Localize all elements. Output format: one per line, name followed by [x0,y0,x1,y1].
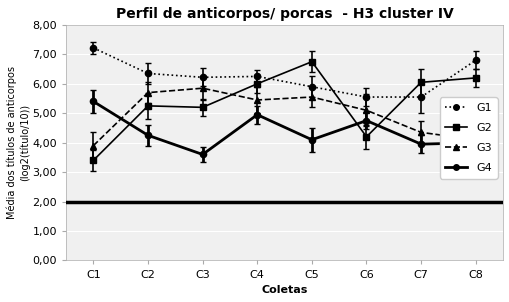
Y-axis label: Média dos títulos de anticorpos
(log2(título/10)): Média dos títulos de anticorpos (log2(tí… [7,66,30,219]
Legend: G1, G2, G3, G4: G1, G2, G3, G4 [439,98,496,178]
Title: Perfil de anticorpos/ porcas  - H3 cluster IV: Perfil de anticorpos/ porcas - H3 cluste… [116,7,453,21]
X-axis label: Coletas: Coletas [261,285,307,295]
